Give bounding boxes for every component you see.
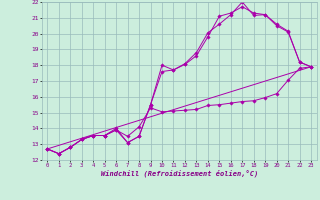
X-axis label: Windchill (Refroidissement éolien,°C): Windchill (Refroidissement éolien,°C): [100, 169, 258, 177]
